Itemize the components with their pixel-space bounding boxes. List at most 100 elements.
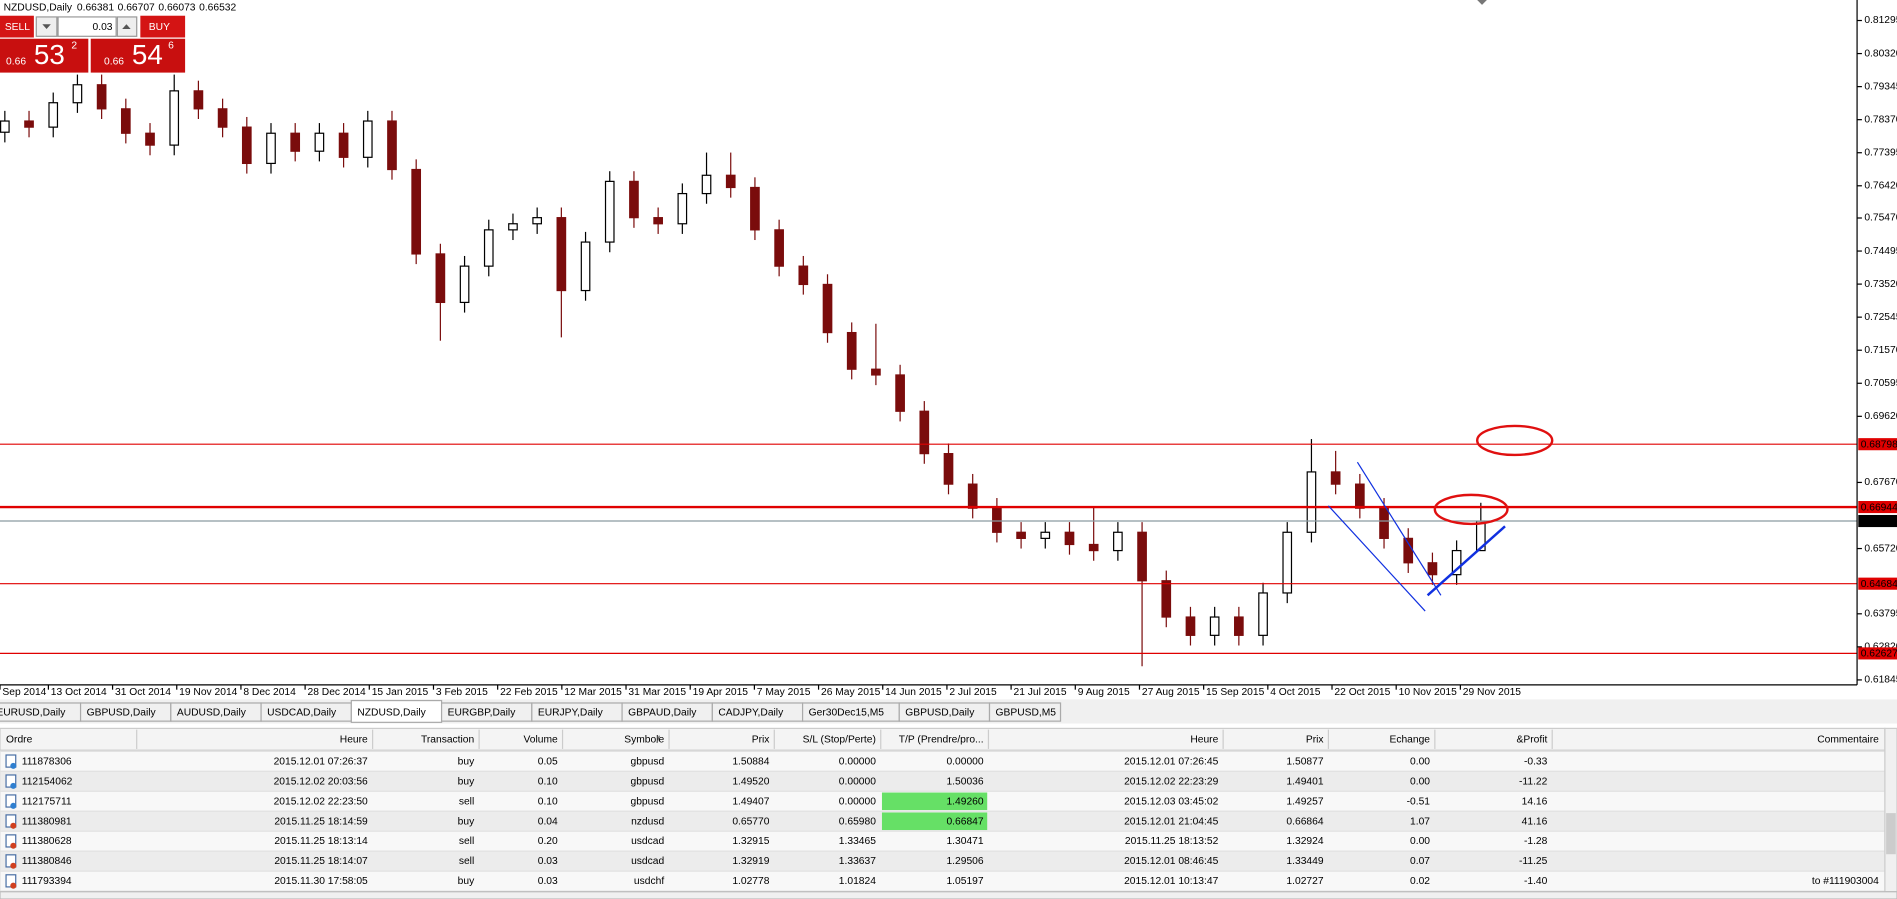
tab-label[interactable]: AUDUSD,Daily	[177, 707, 247, 718]
ohlc-value: 0.66381	[77, 2, 114, 13]
table-cell: 1.01824	[839, 876, 876, 887]
table-cell: nzdusd	[631, 816, 664, 827]
candle-body	[483, 229, 494, 267]
table-cell: 2015.12.01 08:46:45	[1124, 856, 1218, 867]
price-pips: 53	[34, 39, 65, 70]
candle-body	[120, 108, 131, 134]
price-label: 0.64684	[1861, 579, 1897, 590]
table-cell: 2015.12.01 07:26:45	[1124, 756, 1218, 767]
x-tick-label: 22 Feb 2015	[500, 687, 558, 698]
scrollbar[interactable]	[1884, 727, 1897, 893]
tabs: EURUSD,Daily GBPUSD,Daily AUDUSD,Daily USDC…	[0, 699, 1062, 723]
table-cell: 1.32915	[732, 836, 769, 847]
candle-body	[532, 217, 542, 225]
candle-body	[580, 241, 591, 292]
table-cell: usdcad	[631, 836, 664, 847]
candle-body	[338, 132, 349, 158]
order-icon-badge	[10, 802, 17, 809]
candle-body	[967, 483, 978, 509]
x-tick-label: 7 May 2015	[757, 687, 811, 698]
candle-body	[24, 120, 34, 128]
column-header: Ordre	[6, 735, 33, 746]
column-header: Prix	[1306, 735, 1325, 746]
y-tick-label: 0.77395	[1864, 147, 1897, 158]
tab-label[interactable]: NZDUSD,Daily	[357, 707, 426, 718]
tp-highlight	[881, 792, 988, 811]
tab-label[interactable]: CADJPY,Daily	[718, 707, 784, 718]
table-cell: 1.33449	[1286, 856, 1323, 867]
candle-body	[290, 132, 301, 152]
sell-price-box[interactable]	[0, 38, 89, 73]
column-header: Transaction	[421, 735, 475, 746]
tab-label[interactable]: GBPAUD,Daily	[628, 707, 697, 718]
table-cell: 2015.11.25 18:14:07	[274, 856, 368, 867]
tab-label[interactable]: GBPUSD,Daily	[905, 707, 975, 718]
price-label: 0.62627	[1861, 649, 1897, 660]
table-cell: 0.65980	[839, 816, 876, 827]
y-tick-label: 0.81295	[1864, 15, 1897, 26]
x-tick-label: 12 Mar 2015	[564, 687, 622, 698]
column-header: Symbole	[624, 735, 664, 746]
ohlc-value: 0.66073	[158, 2, 195, 13]
table-cell: 111878306	[22, 756, 72, 767]
table-cell: buy	[458, 776, 475, 787]
x-tick-label: 26 May 2015	[821, 687, 881, 698]
tab-label[interactable]: EURJPY,Daily	[538, 707, 604, 718]
buy-price-box[interactable]	[90, 38, 186, 73]
x-tick-label: 29 Nov 2015	[1463, 687, 1522, 698]
tab-label[interactable]: EURUSD,Daily	[0, 707, 66, 718]
tab[interactable]	[988, 702, 1062, 722]
trend-line	[1426, 525, 1506, 597]
table-cell: 0.10	[538, 796, 558, 807]
table-cell: 1.49260	[946, 796, 983, 807]
table-cell: 2015.11.25 18:14:59	[274, 816, 368, 827]
y-tick-label: 0.72545	[1864, 312, 1897, 323]
sell-label[interactable]: SELL	[5, 22, 30, 33]
candle-body	[943, 453, 954, 485]
tab-label[interactable]: GBPUSD,M5	[996, 707, 1057, 718]
x-tick-label: 15 Sep 2015	[1206, 687, 1265, 698]
candle-body	[362, 120, 373, 158]
tab-label[interactable]: GBPUSD,Daily	[87, 707, 157, 718]
table-cell: 2015.12.01 07:26:37	[274, 756, 368, 767]
candle-body	[919, 410, 930, 455]
lot-input[interactable]	[57, 16, 117, 37]
table-cell: -0.51	[1407, 796, 1431, 807]
scroll-thumb[interactable]	[1886, 813, 1896, 855]
table-cell: 1.50877	[1286, 756, 1323, 767]
tab-label[interactable]: Ger30Dec15,M5	[809, 707, 885, 718]
table-cell: buy	[458, 816, 475, 827]
table-cell: 0.02	[1410, 876, 1430, 887]
candle-body	[1403, 537, 1414, 564]
trend-line	[1356, 461, 1442, 596]
table-cell: 0.65770	[732, 816, 769, 827]
table-cell: 0.03	[538, 856, 558, 867]
x-tick-label: 8 Dec 2014	[243, 687, 296, 698]
tab-label[interactable]: USDCAD,Daily	[267, 707, 337, 718]
table-cell: buy	[458, 876, 475, 887]
ohlc-value: 0.66707	[118, 2, 155, 13]
tab-label[interactable]: EURGBP,Daily	[448, 707, 517, 718]
lot-value[interactable]: 0.03	[93, 22, 113, 33]
candle-body	[169, 90, 180, 146]
candle-body	[1064, 531, 1075, 546]
table-cell: sell	[459, 836, 474, 847]
candle-body	[871, 368, 881, 376]
price-label: 0.66532	[1861, 516, 1897, 527]
price-label-box	[1858, 501, 1897, 514]
candle-body	[1137, 531, 1147, 582]
price-pips: 54	[132, 39, 163, 70]
buy-button[interactable]	[140, 15, 186, 38]
sell-button[interactable]	[0, 15, 34, 38]
buy-label[interactable]: BUY	[149, 22, 170, 33]
table-cell: 1.50884	[732, 756, 769, 767]
table-cell: 2015.12.01 21:04:45	[1124, 816, 1218, 827]
candle-body	[1258, 592, 1268, 636]
table-cell: sell	[459, 856, 474, 867]
ellipse-drawing	[1433, 493, 1509, 526]
price-label-box	[1858, 514, 1897, 528]
table: Ordre Heure Transaction Volume Symbole Prix S/…	[0, 729, 1886, 892]
